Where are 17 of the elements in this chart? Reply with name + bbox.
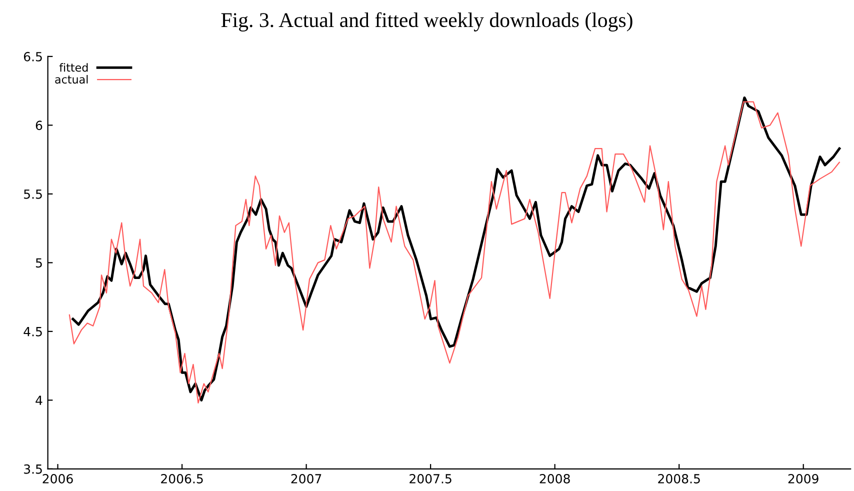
x-tick-label: 2007.5 <box>410 474 452 484</box>
legend-label: actual <box>55 74 88 84</box>
legend-label: fitted <box>59 63 88 72</box>
y-tick-label: 6.5 <box>24 52 42 62</box>
y-tick-label: 5 <box>36 258 42 268</box>
x-tick-label: 2007 <box>291 474 322 484</box>
x-tick-label: 2006.5 <box>161 474 203 484</box>
x-tick-label: 2009 <box>788 474 818 484</box>
x-tick-label: 2006 <box>42 474 73 484</box>
y-tick-label: 4 <box>36 396 42 405</box>
chart-title: Fig. 3. Actual and fitted weekly downloads (logs) <box>221 12 632 32</box>
x-tick-label: 2008 <box>540 474 570 484</box>
x-tick-label: 2008.5 <box>658 474 700 484</box>
y-tick-label: 5.5 <box>24 190 42 199</box>
y-tick-label: 4.5 <box>24 327 42 336</box>
y-tick-label: 6 <box>36 120 42 130</box>
y-tick-label: 3.5 <box>24 464 42 474</box>
